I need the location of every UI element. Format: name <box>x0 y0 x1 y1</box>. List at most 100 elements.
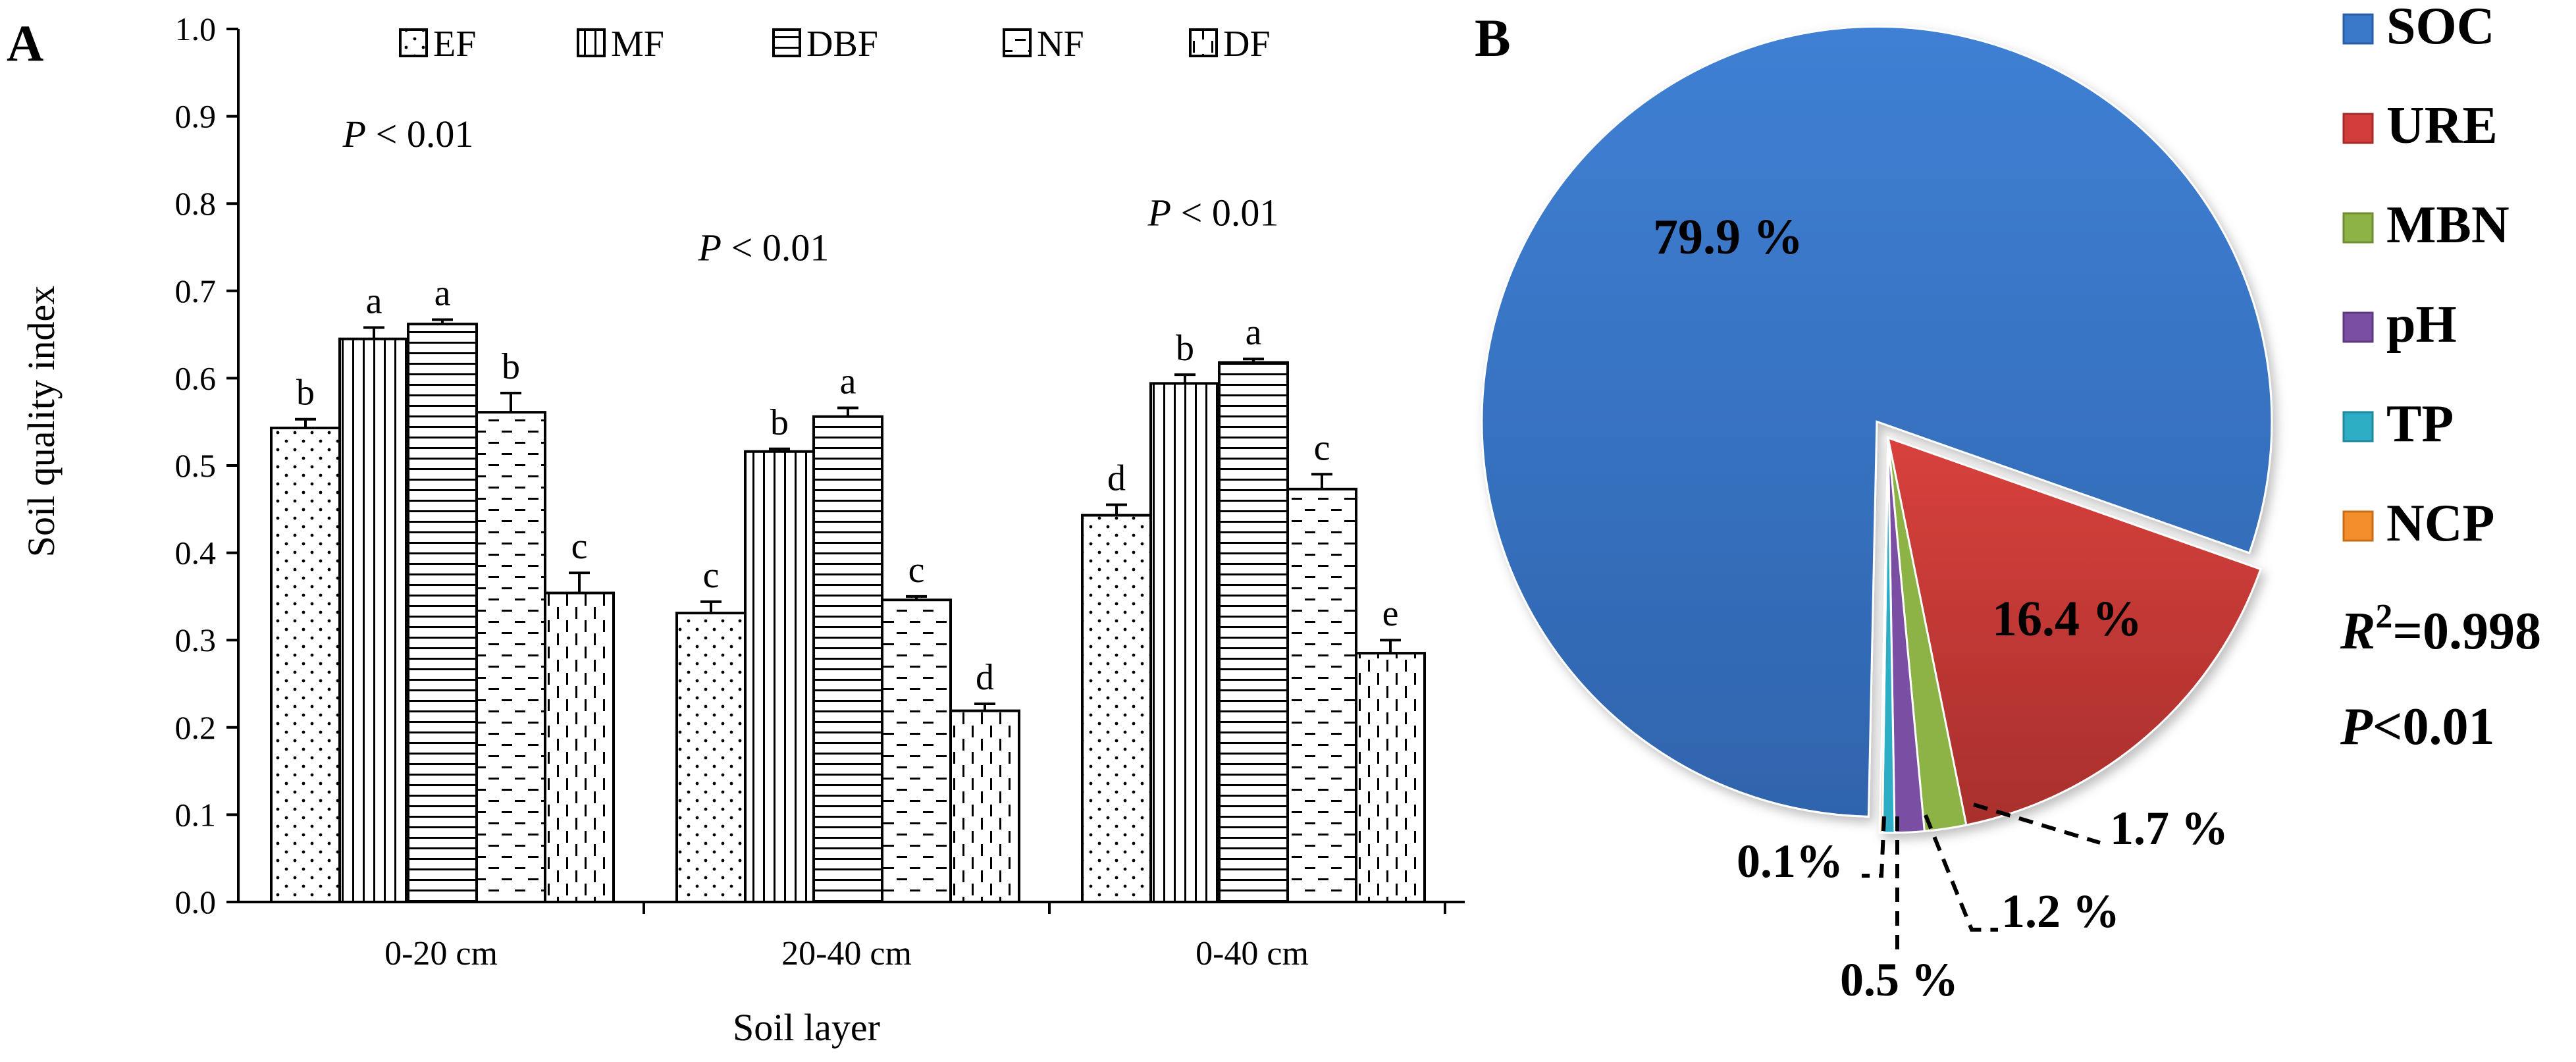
legend-label-mbn: MBN <box>2386 196 2510 254</box>
y-axis-ticks: 0.0 0.1 0.2 0.3 0.4 0.5 0.6 0.7 0.8 0.9 1.0 <box>175 11 238 920</box>
legend-swatch-ef <box>399 28 428 57</box>
significance-letter: a <box>1246 312 1262 353</box>
y-tick-label: 0.0 <box>175 884 217 920</box>
legend-swatch-mf <box>577 28 606 57</box>
panel-b-label: B <box>1475 8 1511 68</box>
significance-letter: a <box>840 361 856 402</box>
bars <box>270 323 1426 904</box>
legend: EF MF DBF NF DF <box>399 24 1271 65</box>
y-tick-label: 0.8 <box>175 185 217 222</box>
y-tick-label: 0.5 <box>175 447 217 484</box>
x-axis-title: Soil layer <box>733 1006 880 1049</box>
p-annotation: P < 0.01 <box>1147 191 1279 234</box>
r-squared-symbol: R <box>2340 602 2375 660</box>
bar-df-0-20cm <box>544 591 615 903</box>
bar-dbf-0-40cm <box>1218 361 1289 903</box>
error-bars <box>295 318 1401 711</box>
y-tick-label: 0.4 <box>175 535 217 571</box>
pie-legend: SOC URE MBN pH TP NCP <box>2342 0 2510 552</box>
pie-label-ncp: 0.1% <box>1737 835 1843 888</box>
bar-dbf-20-40cm <box>812 415 883 903</box>
legend-label-ef: EF <box>433 24 476 65</box>
bar-ef-0-40cm <box>1081 514 1152 903</box>
pie-label-ure: 16.4 % <box>1992 591 2142 647</box>
significance-letter: b <box>296 373 315 413</box>
panel-a: A Soil quality index 0.0 0.1 0.2 0.3 0.4 0.5 0… <box>7 11 1465 1049</box>
p-value: P<0.01 <box>2340 698 2494 756</box>
significance-letters: b a a b c c b a c d d b a c e <box>296 273 1398 698</box>
legend-label-df: DF <box>1223 24 1271 65</box>
bar-nf-0-20cm <box>475 411 546 903</box>
r-squared: R2=0.998 <box>2340 598 2541 660</box>
p-annotation-text: < 0.01 <box>722 226 829 269</box>
legend-label-ure: URE <box>2386 97 2498 155</box>
significance-letter: e <box>1382 593 1399 634</box>
pie-labels: 79.9 % 16.4 % 1.7 % 1.2 % 0.5 % 0.1% <box>1653 209 2228 1006</box>
y-tick-label: 0.6 <box>175 359 217 396</box>
significance-letter: c <box>1314 427 1330 468</box>
pie-slice-ure <box>1887 436 2262 826</box>
legend-label-ncp: NCP <box>2386 494 2494 552</box>
y-tick-label: 0.3 <box>175 622 217 658</box>
y-tick-label: 0.2 <box>175 709 217 746</box>
bar-df-20-40cm <box>949 709 1020 903</box>
legend-swatch-nf <box>1003 28 1032 57</box>
legend-label-tp: TP <box>2386 395 2454 453</box>
bar-df-0-40cm <box>1355 652 1426 904</box>
significance-letter: c <box>571 526 588 567</box>
p-annotation: P < 0.01 <box>698 226 829 269</box>
significance-letter: b <box>502 346 520 387</box>
bar-nf-20-40cm <box>881 598 952 903</box>
y-axis-title: Soil quality index <box>20 286 63 557</box>
p-annotation-text: < 0.01 <box>1171 191 1278 234</box>
y-tick-label: 0.9 <box>175 98 217 135</box>
legend-swatch-soc <box>2342 13 2374 45</box>
pie-slice-ncp <box>1878 437 1889 834</box>
significance-letter: d <box>1107 458 1126 499</box>
bar-mf-0-40cm <box>1149 382 1221 903</box>
legend-swatch-ncp <box>2342 510 2374 542</box>
legend-swatch-ure <box>2342 113 2374 144</box>
pie-label-mbn: 1.7 % <box>2110 802 2228 855</box>
pie-label-ph: 1.2 % <box>2001 885 2120 938</box>
p-annotation-text: < 0.01 <box>366 113 473 155</box>
legend-label-ph: pH <box>2386 296 2457 354</box>
p-annotation: P < 0.01 <box>342 113 474 155</box>
legend-swatch-ph <box>2342 311 2374 343</box>
legend-label-nf: NF <box>1037 24 1084 65</box>
r-squared-value: =0.998 <box>2392 602 2541 660</box>
legend-label-dbf: DBF <box>806 24 878 65</box>
legend-swatch-mbn <box>2342 212 2374 244</box>
p-value-text: <0.01 <box>2373 698 2495 756</box>
significance-letter: b <box>1176 328 1194 369</box>
y-tick-label: 0.7 <box>175 273 217 309</box>
x-axis-ticks: 0-20 cm 20-40 cm 0-40 cm <box>384 902 1446 972</box>
significance-letter: b <box>770 402 789 443</box>
pie-chart <box>1481 25 2273 834</box>
leader-line-ph <box>1924 814 1998 932</box>
bar-dbf-0-20cm <box>407 323 478 903</box>
p-value-annotations: P < 0.01P < 0.01P < 0.01 <box>342 113 1279 269</box>
y-tick-label: 0.1 <box>175 796 217 833</box>
bar-mf-0-20cm <box>338 337 409 903</box>
x-tick-label: 0-20 cm <box>384 935 498 972</box>
significance-letter: a <box>434 273 451 314</box>
significance-letter: a <box>366 280 382 321</box>
legend-swatch-tp <box>2342 411 2374 442</box>
leader-line-ncp <box>1862 816 1886 878</box>
p-annotation-symbol: P <box>698 226 722 269</box>
significance-letter: c <box>703 555 720 596</box>
panel-a-label: A <box>7 14 43 72</box>
pie-label-tp: 0.5 % <box>1840 953 1958 1006</box>
significance-letter: d <box>976 657 994 698</box>
pie-slice-soc <box>1481 25 2273 818</box>
p-annotation-symbol: P <box>342 113 366 155</box>
bar-mf-20-40cm <box>744 450 815 903</box>
x-tick-label: 0-40 cm <box>1196 935 1309 972</box>
x-tick-label: 20-40 cm <box>781 935 912 972</box>
legend-swatch-df <box>1189 28 1218 57</box>
legend-label-mf: MF <box>611 24 664 65</box>
pie-label-soc: 79.9 % <box>1653 209 1803 265</box>
panel-b: B 79.9 % 16.4 % 1.7 % 1.2 % 0.5 % 0.1% SOC URE… <box>1475 0 2541 1006</box>
